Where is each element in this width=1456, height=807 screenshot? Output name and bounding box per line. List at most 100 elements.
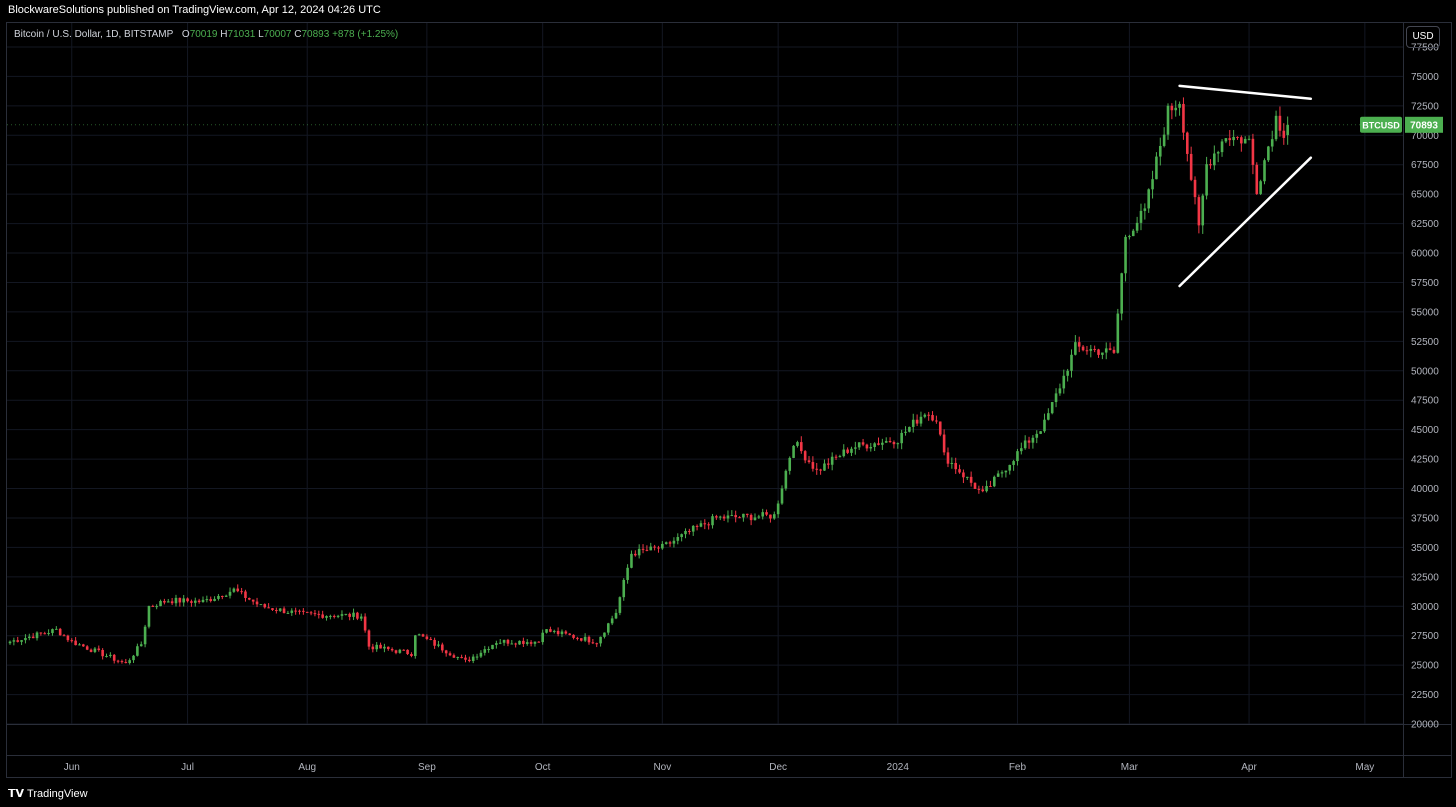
candle [691, 525, 695, 532]
candle [657, 547, 660, 549]
candle [996, 473, 1000, 477]
x-tick-label: Apr [1241, 762, 1257, 773]
chart-frame [6, 22, 1452, 778]
open-label: O [181, 29, 190, 40]
candle [749, 514, 753, 521]
candle [969, 476, 973, 483]
candle [1178, 103, 1181, 108]
candle [830, 456, 834, 465]
candle [479, 652, 483, 657]
candle [1039, 431, 1042, 434]
candle [421, 634, 425, 637]
candle [344, 613, 348, 615]
candle [259, 604, 263, 606]
candle [1224, 138, 1228, 142]
y-tick-label: 32500 [1411, 572, 1439, 583]
candle [888, 441, 892, 443]
candle [900, 432, 903, 444]
candle [1089, 348, 1093, 351]
candle [213, 598, 216, 601]
x-tick-label: Nov [653, 762, 671, 773]
candle [1016, 451, 1019, 462]
candle [1101, 352, 1104, 355]
candle [209, 599, 213, 601]
candle [973, 482, 977, 489]
candle [552, 630, 556, 632]
tradingview-brand[interactable]: 𝗧𝗩 TradingView [8, 787, 88, 800]
candle [1077, 342, 1081, 347]
low-label: L [258, 29, 264, 40]
candle [1155, 156, 1158, 180]
candle [861, 442, 865, 445]
candle [1220, 141, 1224, 153]
candle [498, 642, 502, 644]
candle [483, 649, 487, 653]
candle [367, 630, 371, 647]
candle [1259, 181, 1262, 194]
candle [1023, 440, 1027, 449]
candle [190, 601, 193, 603]
candle [776, 503, 780, 515]
candle [24, 637, 27, 641]
candle [386, 646, 390, 650]
candle [873, 443, 876, 448]
candle [8, 641, 12, 644]
candle [510, 643, 514, 645]
candle [599, 636, 602, 644]
candle [336, 615, 340, 617]
candle [556, 630, 560, 635]
candle [711, 516, 714, 526]
candle [197, 600, 201, 603]
candle [1116, 313, 1120, 353]
candle [363, 616, 367, 631]
candle [487, 649, 490, 651]
publisher-text: BlockwareSolutions published on TradingV… [8, 4, 381, 16]
candle [935, 420, 938, 422]
candle [1097, 349, 1100, 355]
candle [610, 618, 614, 624]
candle [1120, 273, 1123, 314]
y-tick-label: 67500 [1411, 160, 1439, 171]
candle [865, 444, 869, 449]
x-tick-label: Mar [1121, 762, 1139, 773]
candle [136, 646, 139, 656]
candle [221, 595, 224, 597]
candle [112, 654, 116, 661]
candle [58, 628, 62, 636]
candle [827, 463, 830, 465]
candle [128, 660, 131, 664]
candle [201, 599, 205, 603]
candle [217, 595, 220, 599]
candle [1193, 179, 1197, 198]
currency-button[interactable]: USD [1406, 26, 1440, 48]
candle [460, 657, 463, 659]
candle [942, 434, 946, 453]
candle [305, 611, 309, 613]
y-tick-label: 50000 [1411, 366, 1439, 377]
candle [1047, 413, 1050, 420]
candle [232, 588, 236, 592]
candle [28, 636, 31, 638]
candle [1213, 153, 1216, 166]
candle [398, 649, 402, 653]
candle [564, 631, 568, 634]
candle [82, 644, 85, 647]
candle [699, 523, 703, 527]
candle [796, 442, 799, 446]
candle [684, 530, 687, 535]
candle [595, 643, 599, 645]
candle [1050, 402, 1054, 414]
candle [147, 605, 151, 627]
candle [433, 639, 436, 646]
candle [340, 614, 344, 616]
candle [332, 615, 336, 617]
candle [55, 628, 58, 630]
candle [977, 488, 981, 490]
candle [78, 644, 81, 646]
candle [626, 567, 629, 580]
candle [298, 610, 301, 612]
candle [923, 414, 927, 417]
x-tick-label: 2024 [887, 762, 910, 773]
candle [491, 644, 494, 650]
